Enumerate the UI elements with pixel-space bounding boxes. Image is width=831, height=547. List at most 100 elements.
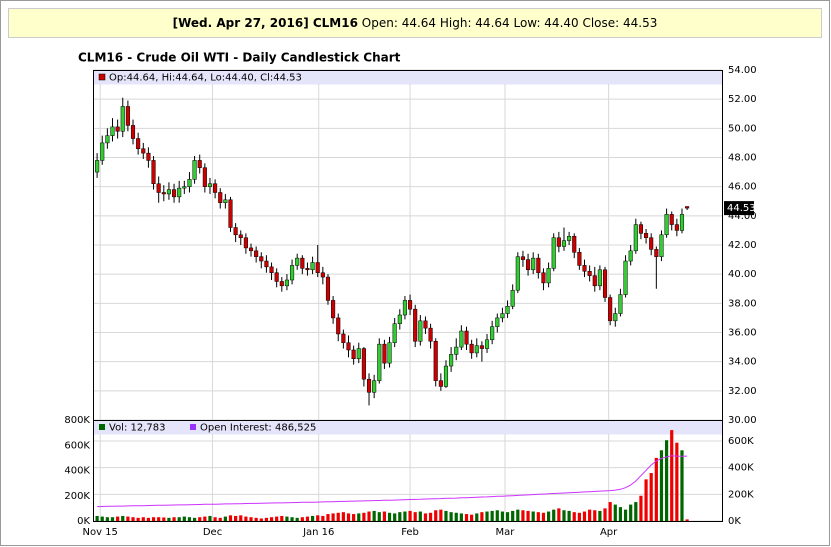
candle-body (623, 260, 628, 295)
candle-body (110, 126, 115, 136)
volume-bar (459, 513, 463, 521)
volume-bar (423, 513, 428, 521)
volume-bar (393, 513, 397, 521)
volume-bar (285, 516, 289, 521)
volume-bar (264, 517, 269, 521)
y-tick-label: 600K (64, 440, 90, 451)
volume-bar (659, 450, 664, 521)
candle-body (423, 320, 428, 329)
candle-body (484, 339, 490, 349)
candle-body (443, 365, 449, 387)
x-tick-label: Apr (600, 527, 618, 538)
x-tick-label: Nov 15 (82, 527, 117, 538)
candle-body (669, 214, 674, 225)
y-tick-label: 44.00 (728, 211, 757, 222)
price-legend: Op:44.64, Hi:44.64, Lo:44.40, Cl:44.53 (109, 73, 302, 84)
volume-bar (623, 509, 628, 521)
candle-body (572, 236, 577, 253)
candle-body (541, 272, 546, 284)
candle-body (228, 199, 233, 228)
candle-body (587, 271, 592, 276)
candle-body (115, 126, 120, 132)
candle-body (105, 135, 110, 144)
volume-bar (192, 517, 197, 521)
candle-body (213, 183, 218, 193)
candle-body (536, 257, 541, 273)
volume-bar (372, 510, 376, 521)
volume-bar (121, 515, 125, 521)
candle-body (218, 192, 223, 203)
volume-bar (95, 515, 99, 521)
volume-bar (275, 516, 279, 521)
last-price-box (724, 201, 754, 216)
candle-body (141, 148, 146, 154)
candle-body (95, 160, 100, 173)
y-tick-label: 46.00 (728, 182, 757, 193)
volume-bar (480, 512, 484, 521)
volume-bar (295, 517, 299, 521)
y-tick-label: 400K (64, 466, 90, 477)
candle-body (166, 189, 171, 195)
candle-body (356, 348, 361, 359)
volume-bar (331, 513, 335, 521)
candle-body (582, 265, 587, 272)
volume-bar (141, 517, 145, 521)
volume-bar (670, 430, 674, 521)
candle-body (361, 348, 366, 380)
candle-body (679, 214, 685, 231)
candle-body (248, 247, 254, 252)
candle-body (295, 257, 300, 266)
volume-bar (290, 517, 294, 521)
volume-bar (357, 513, 361, 521)
candle-body (197, 160, 202, 168)
volume-frame (93, 420, 723, 522)
price-legend-band (93, 70, 723, 85)
volume-bar (505, 512, 510, 521)
candle-body (479, 345, 484, 349)
candle-body (336, 317, 341, 335)
volume-bar (162, 517, 166, 521)
volume-bar (100, 516, 104, 521)
candle-body (151, 160, 156, 185)
candle-body (602, 269, 608, 298)
volume-bar (675, 442, 679, 521)
y-tick-label: 42.00 (728, 240, 757, 251)
volume-bar (464, 514, 469, 521)
volume-bar (300, 517, 304, 521)
y-tick-label: 0K (77, 516, 90, 527)
candle-body (130, 125, 136, 139)
y-tick-label: 54.00 (728, 65, 757, 76)
volume-bar (131, 517, 135, 521)
banner-rest: Open: 44.64 High: 44.64 Low: 44.40 Close… (362, 16, 658, 30)
volume-bar (531, 511, 535, 521)
y-tick-label: 30.00 (728, 415, 757, 426)
candle-body (233, 227, 238, 236)
candle-body (351, 349, 356, 359)
candle-body (408, 300, 413, 310)
candle-body (279, 281, 284, 287)
candle-body (649, 237, 654, 250)
volume-bar (490, 510, 494, 521)
volume-bar (126, 516, 130, 521)
x-tick-label: Feb (401, 527, 419, 538)
candle-body (628, 250, 633, 262)
volume-bar (639, 495, 643, 521)
candle-body (413, 308, 418, 342)
candle-body (187, 179, 192, 187)
volume-bar (582, 511, 587, 521)
y2-tick-label: 600K (728, 436, 754, 447)
volume-bar (116, 516, 120, 521)
candle-body (510, 289, 515, 307)
candle-body (156, 183, 161, 193)
volume-bar (413, 512, 417, 521)
volume-bar (254, 517, 258, 521)
volume-bar (685, 519, 689, 521)
volume-bar (341, 512, 345, 521)
volume-bar (203, 516, 207, 521)
volume-bar (588, 509, 592, 521)
volume-bar (649, 473, 653, 521)
volume-bar (377, 512, 381, 521)
candle-body (331, 300, 336, 319)
